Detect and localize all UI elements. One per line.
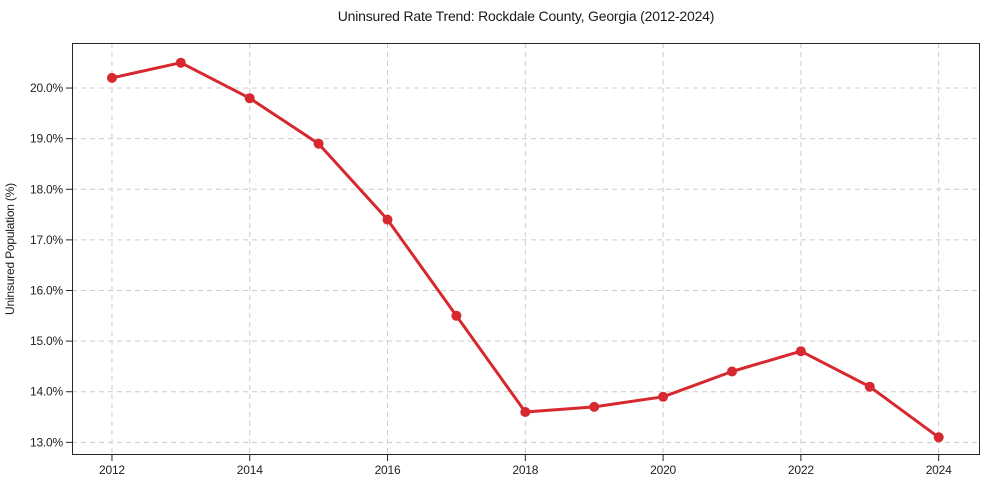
data-point [520,407,531,417]
x-tick-label: 2022 [788,463,814,477]
plot-border [72,43,980,455]
data-point [864,381,875,392]
x-tick-label: 2018 [512,463,538,477]
y-tick-label: 16.0% [30,284,64,298]
data-point [727,366,737,377]
plot-layer: 13.0% 14.0% 15.0% 16.0% 17.0% 18.0% 19.0% 20.0%… [30,43,980,477]
data-point [175,57,186,68]
y-axis-title: Uninsured Population (%) [3,183,17,315]
data-point [795,346,806,357]
plot-area [72,43,980,455]
y-tick-label: 14.0% [30,385,64,399]
x-tick-label: 2024 [926,463,952,477]
x-tick-label: 2020 [650,463,676,477]
x-tick-label: 2014 [237,463,263,477]
x-tick-label: 2012 [99,463,125,477]
y-tick-label: 18.0% [30,182,64,196]
data-point [933,432,944,443]
y-tick-label: 17.0% [30,233,64,247]
data-point [382,214,393,225]
y-tick-label: 19.0% [30,132,64,146]
y-tick-label: 13.0% [30,435,64,449]
data-point [313,138,324,149]
data-point [451,310,462,321]
data-point [589,401,600,412]
y-tick-label: 15.0% [30,334,64,348]
y-tick-label: 20.0% [30,81,64,95]
data-point [244,93,255,104]
data-point [658,391,669,402]
x-tick-label: 2016 [375,463,401,477]
data-point [107,72,117,83]
chart-title: Uninsured Rate Trend: Rockdale County, G… [338,8,714,24]
